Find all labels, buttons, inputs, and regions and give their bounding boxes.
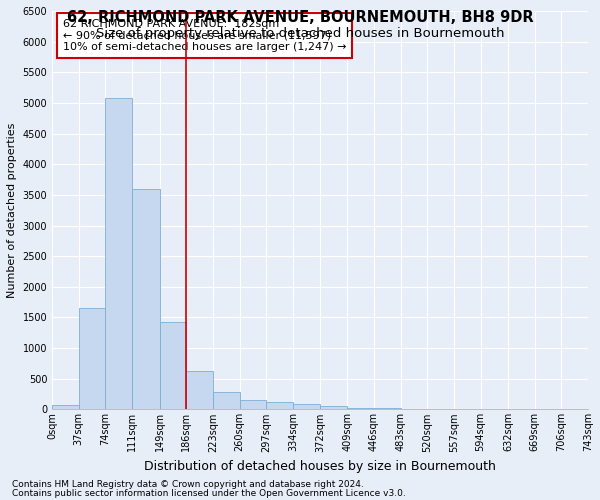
Bar: [160, 322, 186, 410]
Bar: [374, 408, 401, 410]
Bar: [293, 404, 320, 409]
Bar: [106, 98, 132, 410]
Text: Size of property relative to detached houses in Bournemouth: Size of property relative to detached ho…: [96, 28, 504, 40]
Bar: [320, 406, 347, 410]
Bar: [213, 392, 239, 409]
Bar: [52, 405, 79, 409]
Text: 62, RICHMOND PARK AVENUE, BOURNEMOUTH, BH8 9DR: 62, RICHMOND PARK AVENUE, BOURNEMOUTH, B…: [67, 10, 533, 25]
Text: Contains public sector information licensed under the Open Government Licence v3: Contains public sector information licen…: [12, 488, 406, 498]
Text: 62 RICHMOND PARK AVENUE:  182sqm
← 90% of detached houses are smaller (11,597)
1: 62 RICHMOND PARK AVENUE: 182sqm ← 90% of…: [63, 19, 346, 52]
X-axis label: Distribution of detached houses by size in Bournemouth: Distribution of detached houses by size …: [144, 460, 496, 473]
Bar: [79, 308, 106, 410]
Bar: [239, 400, 266, 409]
Y-axis label: Number of detached properties: Number of detached properties: [7, 122, 17, 298]
Bar: [186, 372, 213, 410]
Bar: [132, 188, 160, 410]
Text: Contains HM Land Registry data © Crown copyright and database right 2024.: Contains HM Land Registry data © Crown c…: [12, 480, 364, 489]
Bar: [266, 402, 293, 409]
Bar: [347, 408, 374, 410]
